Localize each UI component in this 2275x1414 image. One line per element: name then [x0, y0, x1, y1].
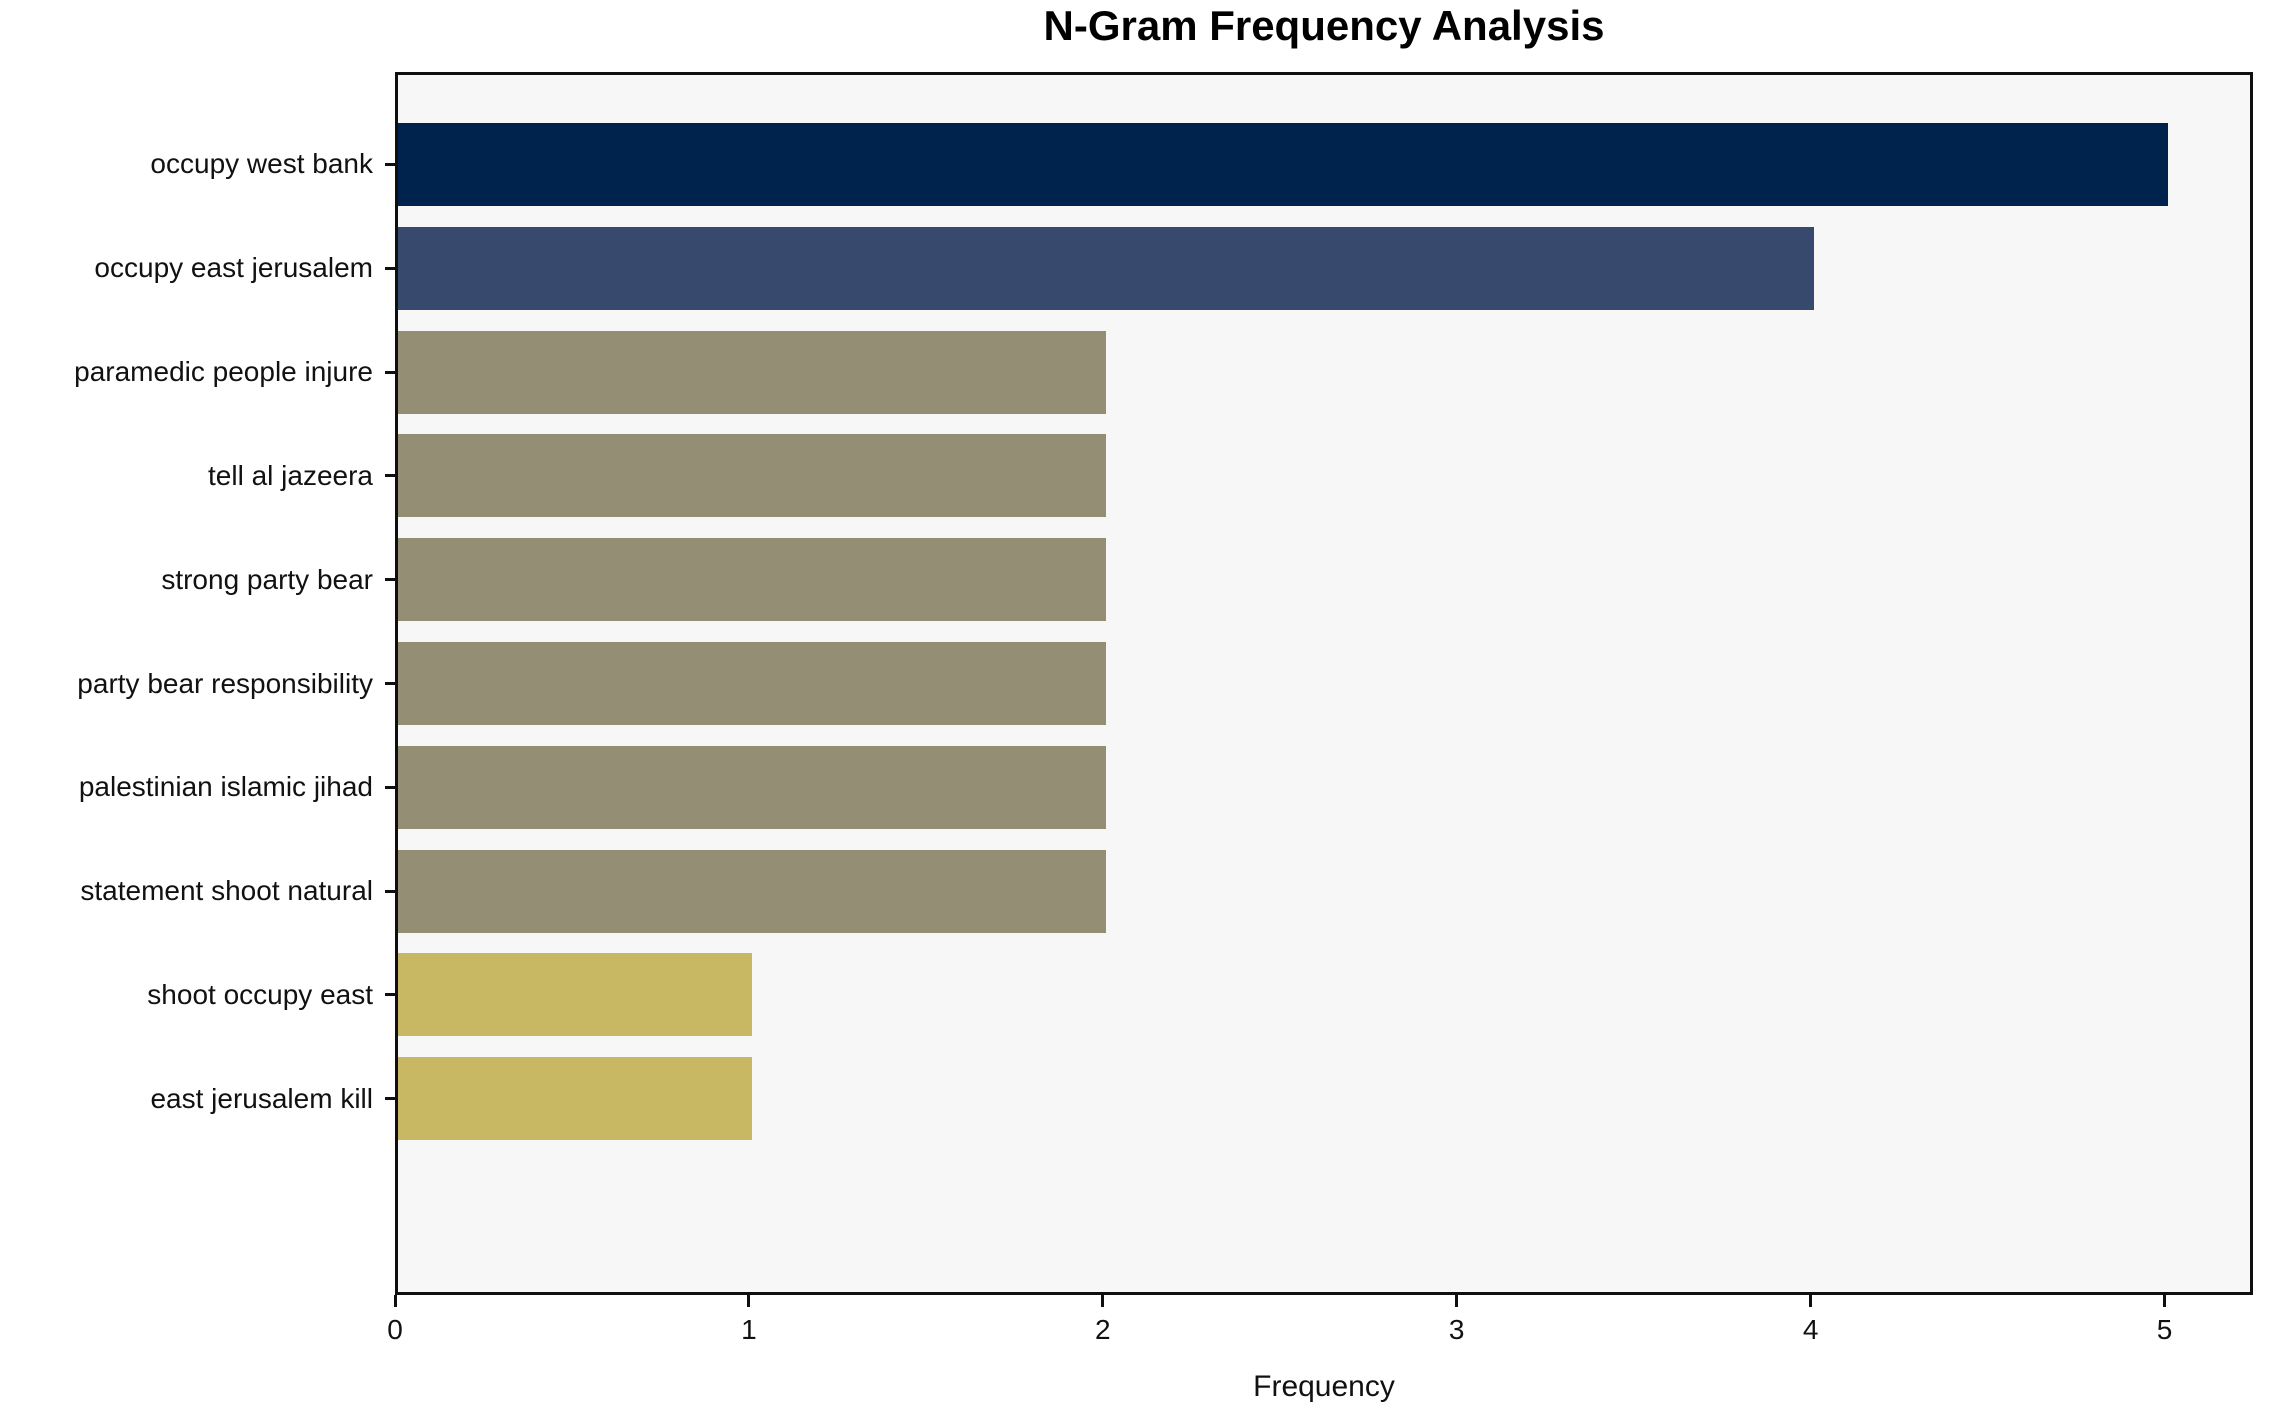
- y-tick-label: east jerusalem kill: [150, 1082, 373, 1114]
- y-tick-label: tell al jazeera: [208, 459, 373, 491]
- y-tick-label: party bear responsibility: [77, 667, 373, 699]
- bar: [398, 1057, 752, 1141]
- bar: [398, 641, 1106, 726]
- x-tick-label: 3: [1448, 1314, 1465, 1345]
- x-axis-tick: [2163, 1295, 2167, 1307]
- y-tick-label: strong party bear: [161, 563, 373, 595]
- chart-title: N-Gram Frequency Analysis: [1043, 2, 1605, 49]
- x-tick-label: 2: [1095, 1314, 1111, 1345]
- x-axis-tick: [393, 1295, 397, 1307]
- y-axis-tick: [385, 370, 395, 374]
- x-axis-tick: [1809, 1295, 1813, 1307]
- y-tick-label: paramedic people injure: [74, 356, 373, 388]
- y-axis-tick: [385, 266, 395, 270]
- bar: [398, 849, 1106, 933]
- bar: [398, 434, 1106, 518]
- bar: [398, 745, 1106, 829]
- y-axis-tick: [385, 682, 395, 685]
- x-axis-tick: [1455, 1295, 1459, 1307]
- bar: [398, 226, 1814, 310]
- x-tick-label: 4: [1802, 1314, 1819, 1345]
- bar: [398, 122, 2168, 206]
- y-axis-tick: [385, 785, 395, 789]
- x-tick-label: 5: [2156, 1314, 2173, 1345]
- x-tick-label: 1: [741, 1314, 757, 1345]
- bar: [398, 330, 1106, 414]
- bar: [398, 953, 752, 1037]
- x-axis-tick: [747, 1295, 751, 1307]
- y-axis-tick: [385, 993, 395, 997]
- y-axis-tick: [385, 578, 395, 582]
- y-tick-label: shoot occupy east: [147, 978, 373, 1010]
- y-axis-tick: [385, 162, 395, 166]
- y-axis-tick: [385, 474, 395, 478]
- y-tick-label: occupy west bank: [150, 148, 373, 180]
- y-axis-tick: [385, 1097, 395, 1101]
- plot-area: [395, 72, 2253, 1295]
- x-axis-title: Frequency: [1253, 1370, 1395, 1403]
- bar: [398, 538, 1106, 622]
- x-axis-tick: [1101, 1295, 1105, 1307]
- y-axis-tick: [385, 889, 395, 893]
- y-tick-label: statement shoot natural: [80, 875, 373, 907]
- y-tick-label: palestinian islamic jihad: [78, 771, 373, 803]
- y-tick-label: occupy east jerusalem: [94, 252, 373, 284]
- x-tick-label: 0: [387, 1314, 403, 1345]
